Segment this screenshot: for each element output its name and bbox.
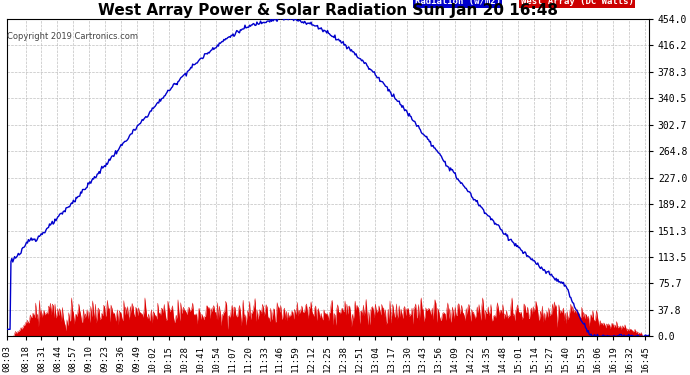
Text: West Array (DC Watts): West Array (DC Watts) — [520, 0, 633, 6]
Text: Copyright 2019 Cartronics.com: Copyright 2019 Cartronics.com — [7, 32, 138, 41]
Title: West Array Power & Solar Radiation Sun Jan 20 16:48: West Array Power & Solar Radiation Sun J… — [98, 3, 558, 18]
Text: Radiation (w/m2): Radiation (w/m2) — [415, 0, 501, 6]
